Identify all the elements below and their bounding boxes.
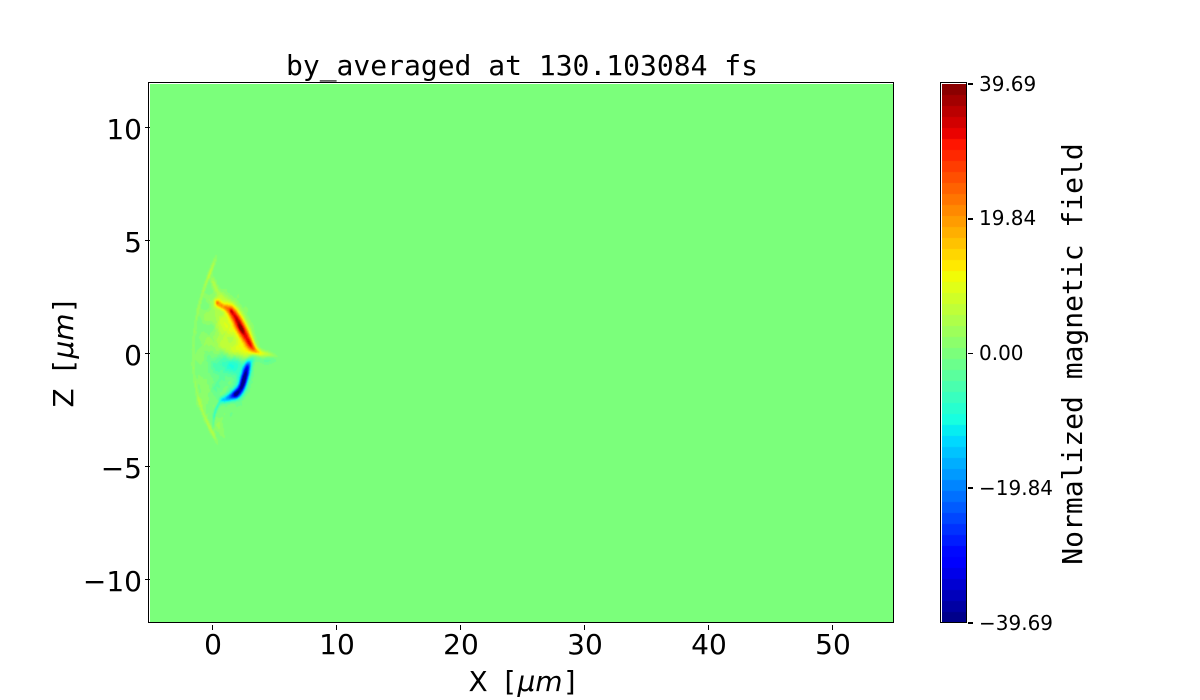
- x-tick-mark: [831, 625, 834, 630]
- x-axis-label: X [μm]: [150, 667, 894, 696]
- plot-title: by_averaged at 130.103084 fs: [285, 49, 758, 82]
- y-tick-mark: [145, 239, 150, 242]
- x-tick-mark: [335, 625, 338, 630]
- colorbar-tick-mark: [968, 352, 973, 355]
- colorbar-tick-label: 0.00: [979, 341, 1024, 366]
- x-axis-label-suffix: ]: [564, 665, 576, 698]
- colorbar-tick-label: −19.84: [979, 475, 1054, 500]
- x-tick-label: 0: [204, 628, 222, 661]
- colorbar-label: Normalized magnetic field: [1056, 143, 1089, 565]
- x-tick-label: 40: [691, 628, 727, 661]
- y-tick-mark: [145, 578, 150, 581]
- y-tick-label: 0: [124, 339, 142, 373]
- x-tick-label: 30: [567, 628, 603, 661]
- colorbar-tick-label: 19.84: [979, 206, 1037, 231]
- x-tick-mark: [707, 625, 710, 630]
- x-axis-unit: μm: [517, 665, 563, 698]
- colorbar-tick-mark: [968, 83, 973, 85]
- y-tick-mark: [145, 126, 150, 129]
- y-axis-label-suffix: ]: [47, 300, 80, 312]
- colorbar-tick-mark: [968, 622, 973, 624]
- x-axis-label-prefix: X [: [468, 665, 516, 698]
- colorbar-tick-label: 39.69: [979, 71, 1037, 96]
- colorbar-tick-mark: [968, 217, 973, 220]
- x-tick-mark: [459, 625, 462, 630]
- colorbar-tick-label: −39.69: [979, 610, 1054, 635]
- y-axis-label-prefix: Z [: [47, 360, 80, 408]
- y-tick-mark: [145, 352, 150, 355]
- y-tick-label: −10: [82, 565, 142, 599]
- colorbar-tick-mark: [968, 487, 973, 489]
- colorbar-image: [942, 84, 967, 623]
- y-axis-label: Z [μm]: [47, 54, 80, 654]
- x-tick-label: 10: [319, 628, 355, 661]
- y-tick-label: −5: [100, 452, 142, 486]
- x-tick-mark: [583, 625, 586, 630]
- x-tick-label: 50: [815, 628, 851, 661]
- heatmap-image: [150, 84, 894, 623]
- x-tick-mark: [211, 625, 214, 630]
- y-tick-mark: [145, 465, 150, 468]
- y-tick-label: 10: [106, 113, 142, 146]
- x-tick-label: 20: [443, 628, 479, 661]
- y-axis-unit: μm: [47, 313, 80, 359]
- y-tick-label: 5: [124, 226, 142, 260]
